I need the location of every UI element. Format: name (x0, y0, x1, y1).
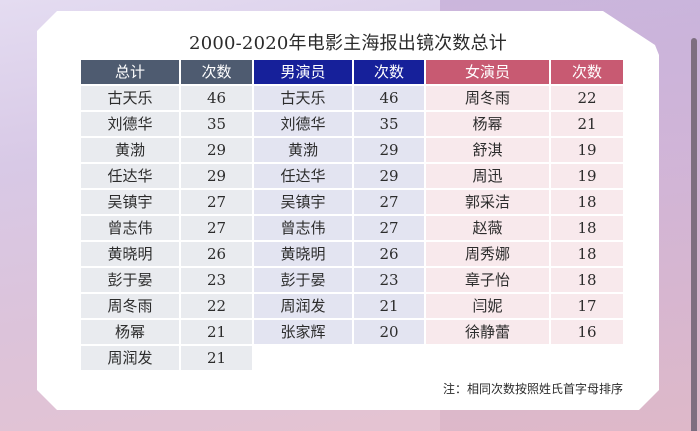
female-count-cell: 19 (549, 162, 625, 190)
male-count-cell: 26 (352, 240, 426, 268)
total-name-cell: 黄晓明 (79, 240, 181, 268)
male-name-cell: 彭于晏 (252, 266, 354, 294)
table-row: 曾志伟 27 曾志伟 27 赵薇 18 (79, 214, 625, 242)
table-row: 周冬雨 22 周润发 21 闫妮 17 (79, 292, 625, 320)
male-name-cell: 曾志伟 (252, 214, 354, 242)
table-row: 彭于晏 23 彭于晏 23 章子怡 18 (79, 266, 625, 294)
male-count-cell: 21 (352, 292, 426, 320)
female-name-cell: 周冬雨 (424, 84, 551, 112)
female-name-cell: 赵薇 (424, 214, 551, 242)
female-count-cell: 18 (549, 240, 625, 268)
total-name-cell: 刘德华 (79, 110, 181, 138)
male-name-cell: 张家辉 (252, 318, 354, 346)
female-count-cell: 17 (549, 292, 625, 320)
header-female-name: 女演员 (424, 58, 551, 86)
male-count-cell: 35 (352, 110, 426, 138)
table-row: 黄晓明 26 黄晓明 26 周秀娜 18 (79, 240, 625, 268)
total-count-cell: 29 (179, 136, 254, 164)
total-name-cell: 杨幂 (79, 318, 181, 346)
footnote: 注：相同次数按照姓氏首字母排序 (442, 382, 623, 396)
male-name-cell: 周润发 (252, 292, 354, 320)
female-name-cell: 徐静蕾 (424, 318, 551, 346)
total-name-cell: 周润发 (79, 344, 181, 372)
male-count-cell: 29 (352, 162, 426, 190)
female-name-cell: 舒淇 (424, 136, 551, 164)
female-count-cell: 22 (549, 84, 625, 112)
male-count-cell: 27 (352, 214, 426, 242)
female-name-cell: 杨幂 (424, 110, 551, 138)
table-row: 刘德华 35 刘德华 35 杨幂 21 (79, 110, 625, 138)
total-count-cell: 35 (179, 110, 254, 138)
male-count-cell: 23 (352, 266, 426, 294)
total-name-cell: 吴镇宇 (79, 188, 181, 216)
male-count-cell: 29 (352, 136, 426, 164)
female-count-cell: 16 (549, 318, 625, 346)
total-name-cell: 黄渤 (79, 136, 181, 164)
table-row: 周润发 21 (79, 344, 625, 372)
female-count-cell: 19 (549, 136, 625, 164)
header-row: 总计 次数 男演员 次数 女演员 次数 (79, 58, 625, 86)
male-name-cell: 刘德华 (252, 110, 354, 138)
female-count-cell: 18 (549, 214, 625, 242)
header-male-name: 男演员 (252, 58, 354, 86)
male-name-cell: 吴镇宇 (252, 188, 354, 216)
total-count-cell: 27 (179, 188, 254, 216)
table-row: 古天乐 46 古天乐 46 周冬雨 22 (79, 84, 625, 112)
total-name-cell: 彭于晏 (79, 266, 181, 294)
male-name-cell: 任达华 (252, 162, 354, 190)
table-row: 杨幂 21 张家辉 20 徐静蕾 16 (79, 318, 625, 346)
table-row: 黄渤 29 黄渤 29 舒淇 19 (79, 136, 625, 164)
header-female-count: 次数 (549, 58, 625, 86)
male-name-cell: 古天乐 (252, 84, 354, 112)
scrollbar[interactable] (691, 38, 697, 431)
female-name-cell: 周迅 (424, 162, 551, 190)
table-row: 任达华 29 任达华 29 周迅 19 (79, 162, 625, 190)
female-name-cell: 章子怡 (424, 266, 551, 294)
total-count-cell: 22 (179, 292, 254, 320)
total-count-cell: 26 (179, 240, 254, 268)
male-count-cell: 27 (352, 188, 426, 216)
male-count-cell: 20 (352, 318, 426, 346)
page-title: 2000-2020年电影主海报出镜次数总计 (189, 33, 507, 54)
total-count-cell: 21 (179, 318, 254, 346)
empty-cell (352, 344, 426, 372)
female-count-cell: 21 (549, 110, 625, 138)
total-count-cell: 46 (179, 84, 254, 112)
female-count-cell: 18 (549, 266, 625, 294)
male-name-cell: 黄渤 (252, 136, 354, 164)
total-count-cell: 21 (179, 344, 254, 372)
total-name-cell: 曾志伟 (79, 214, 181, 242)
total-count-cell: 27 (179, 214, 254, 242)
female-name-cell: 闫妮 (424, 292, 551, 320)
male-count-cell: 46 (352, 84, 426, 112)
table-row: 吴镇宇 27 吴镇宇 27 郭采洁 18 (79, 188, 625, 216)
ranking-table: 总计 次数 男演员 次数 女演员 次数 古天乐 46 古天乐 46 周冬雨 22 刘德华 35… (79, 58, 625, 372)
empty-cell (252, 344, 354, 372)
total-count-cell: 29 (179, 162, 254, 190)
total-count-cell: 23 (179, 266, 254, 294)
female-name-cell: 周秀娜 (424, 240, 551, 268)
header-total-count: 次数 (179, 58, 254, 86)
empty-cell (424, 344, 551, 372)
total-name-cell: 周冬雨 (79, 292, 181, 320)
header-male-count: 次数 (352, 58, 426, 86)
empty-cell (549, 344, 625, 372)
header-total-name: 总计 (79, 58, 181, 86)
total-name-cell: 任达华 (79, 162, 181, 190)
total-name-cell: 古天乐 (79, 84, 181, 112)
female-count-cell: 18 (549, 188, 625, 216)
male-name-cell: 黄晓明 (252, 240, 354, 268)
female-name-cell: 郭采洁 (424, 188, 551, 216)
